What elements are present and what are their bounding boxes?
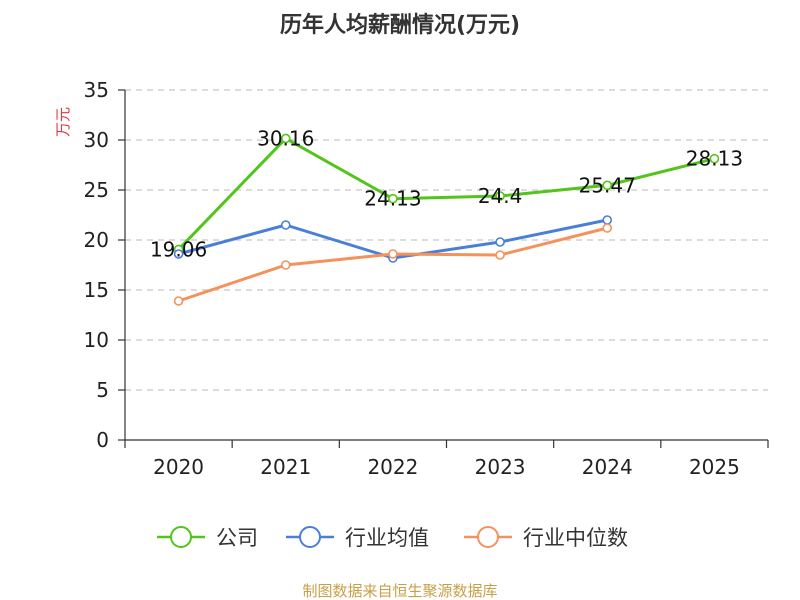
series-0-point-2021 [280, 133, 291, 144]
data-label-2022: 24.13 [364, 187, 421, 211]
series-2-point-2024 [602, 223, 613, 233]
legend-item-2: 行业中位数 [464, 526, 628, 550]
series-0-point-2025 [709, 153, 720, 164]
legend-item-1: 行业均值 [286, 526, 429, 550]
series-0 [173, 133, 720, 255]
y-tick-label-5: 5 [96, 378, 109, 402]
y-tick-label-25: 25 [84, 178, 109, 202]
legend-label-0: 公司 [216, 526, 258, 550]
y-tick-label-30: 30 [84, 128, 109, 152]
x-tick-label-2022: 2022 [367, 455, 418, 479]
legend-marker-0 [170, 526, 192, 548]
series-2-point-2021 [280, 260, 291, 270]
y-axis-title: 万元 [54, 107, 72, 137]
series-line-0 [177, 136, 716, 251]
data-label-2025: 28.13 [686, 147, 743, 171]
series-layer [173, 133, 720, 306]
legend-marker-2 [477, 526, 499, 548]
series-0-point-2024 [602, 180, 613, 191]
data-label-layer: 19.06 30.16 24.13 24.4 25.47 28.13 [150, 126, 743, 261]
series-1-point-2021 [280, 220, 291, 230]
grid-layer [125, 89, 768, 391]
y-tick-label-20: 20 [84, 228, 109, 252]
data-label-2020: 19.06 [150, 237, 207, 261]
series-2 [173, 223, 613, 306]
chart-title: 历年人均薪酬情况(万元) [280, 12, 520, 38]
series-2-point-2022 [388, 249, 398, 259]
x-tick-label-2020: 2020 [153, 455, 204, 479]
x-tick-label-2024: 2024 [582, 455, 633, 479]
series-1-point-2020 [173, 249, 184, 259]
legend-label-2: 行业中位数 [523, 526, 628, 550]
legend: 公司 行业均值 行业中位数 [157, 526, 628, 550]
y-tick-label-0: 0 [96, 428, 109, 452]
series-2-point-2020 [173, 296, 184, 306]
legend-label-1: 行业均值 [345, 526, 429, 550]
legend-item-0: 公司 [157, 526, 258, 550]
x-tick-label-2021: 2021 [260, 455, 311, 479]
series-2-point-2023 [495, 250, 505, 260]
data-label-2024: 25.47 [579, 173, 636, 197]
x-tick-label-2025: 2025 [689, 455, 740, 479]
y-tick-label-15: 15 [84, 278, 109, 302]
series-0-point-2022 [388, 193, 398, 204]
y-tick-label-35: 35 [84, 78, 109, 102]
x-tick-label-2023: 2023 [475, 455, 526, 479]
series-1-point-2024 [602, 215, 613, 225]
series-0-point-2023 [495, 191, 505, 201]
series-1-point-2023 [495, 237, 505, 247]
source-note: 制图数据来自恒生聚源数据库 [302, 582, 497, 600]
data-label-2021: 30.16 [257, 126, 314, 150]
legend-marker-1 [299, 526, 321, 548]
data-label-2023: 24.4 [478, 184, 523, 208]
y-tick-label-10: 10 [84, 328, 109, 352]
